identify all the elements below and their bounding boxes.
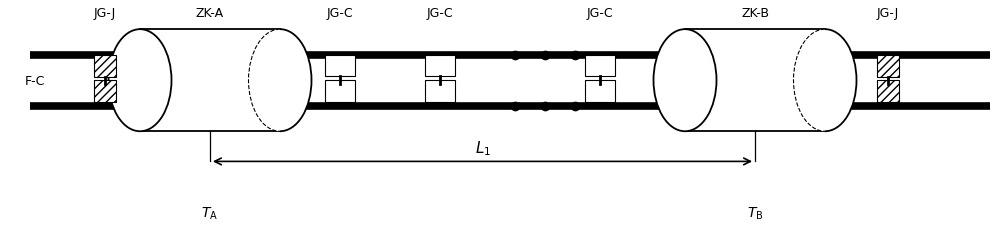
Bar — [585, 81, 615, 102]
Bar — [585, 55, 615, 77]
Text: F-C: F-C — [25, 74, 45, 87]
Bar — [94, 55, 116, 77]
Bar — [94, 81, 116, 103]
Bar — [94, 55, 116, 77]
Ellipse shape — [248, 30, 312, 132]
Text: $T_{\rm B}$: $T_{\rm B}$ — [747, 204, 763, 221]
Text: ZK-A: ZK-A — [196, 7, 224, 20]
Bar — [685, 30, 825, 132]
Ellipse shape — [108, 30, 172, 132]
Text: JG-C: JG-C — [327, 7, 353, 20]
Bar — [425, 55, 455, 77]
Bar — [325, 55, 355, 77]
Bar — [877, 81, 899, 103]
Text: ZK-B: ZK-B — [741, 7, 769, 20]
Text: JG-C: JG-C — [427, 7, 453, 20]
Text: JG-J: JG-J — [94, 7, 116, 20]
Text: $T_{\rm A}$: $T_{\rm A}$ — [201, 204, 219, 221]
Bar — [325, 81, 355, 102]
Text: $L_{\rm 1}$: $L_{\rm 1}$ — [475, 139, 491, 157]
Ellipse shape — [654, 30, 716, 132]
Bar — [877, 55, 899, 77]
Bar — [877, 55, 899, 77]
Text: JG-J: JG-J — [877, 7, 899, 20]
Bar — [94, 81, 116, 103]
Bar — [425, 81, 455, 102]
Text: JG-C: JG-C — [587, 7, 613, 20]
Bar — [877, 81, 899, 103]
Bar — [140, 30, 280, 132]
Ellipse shape — [794, 30, 856, 132]
